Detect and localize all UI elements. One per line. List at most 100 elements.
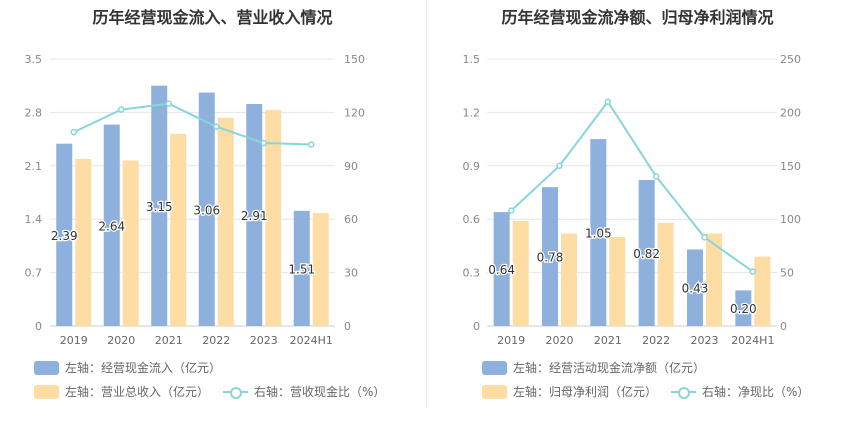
legend-label: 左轴：营业总收入（亿元） — [65, 385, 210, 399]
legend-item-revenue[interactable]: 左轴：营业总收入（亿元） — [34, 383, 209, 400]
legend-label: 左轴：经营现金流入（亿元） — [65, 361, 222, 375]
y-right-tick-label: 60 — [344, 213, 358, 226]
x-tick-label: 2020 — [546, 334, 574, 347]
y-right-tick-label: 30 — [344, 267, 358, 280]
y-right-tick-label: 150 — [780, 160, 801, 173]
bar — [103, 124, 120, 326]
x-tick-label: 2020 — [107, 334, 135, 347]
x-tick-label: 2019 — [60, 334, 88, 347]
x-tick-label: 2019 — [497, 334, 525, 347]
bar — [657, 222, 674, 326]
bar-data-label: 0.64 — [488, 263, 515, 277]
legend-item-net-profit[interactable]: 左轴：归母净利润（亿元） — [482, 383, 657, 400]
bar — [638, 180, 655, 326]
legend-swatch — [482, 384, 507, 399]
chart-panel-cash-inflow: 历年经营现金流入、营业收入情况 0 0.7 1.4 2.1 2.8 3.5 0 30 60 90 1… — [25, 8, 399, 400]
y-right-tick-label: 50 — [780, 267, 794, 280]
y-right-tick-label: 100 — [780, 213, 801, 226]
legend-label: 左轴：经营活动现金流净额（亿元） — [513, 361, 706, 375]
y-right-tick-label: 200 — [780, 106, 801, 119]
bar — [312, 213, 329, 326]
bar — [706, 233, 722, 326]
y-left-tick-label: 0 — [35, 320, 42, 333]
legend-row-1: 左轴：经营现金流入（亿元） — [34, 359, 235, 376]
y-right-tick-label: 0 — [780, 320, 787, 333]
series-line — [73, 102, 312, 146]
legend-row-2: 左轴：营业总收入（亿元） 右轴：营收现金比（%） — [34, 383, 399, 400]
bar — [687, 249, 703, 326]
legend-item-cash-ratio[interactable]: 右轴：营收现金比（%） — [223, 383, 385, 400]
x-tick-label: 2021 — [594, 334, 622, 347]
legend-label: 右轴：营收现金比（%） — [254, 385, 386, 399]
bar-data-label: 0.20 — [730, 302, 757, 316]
y-right-tick-label: 250 — [780, 53, 801, 66]
bar — [590, 139, 607, 326]
legend-swatch — [34, 384, 59, 399]
line-point — [749, 268, 757, 275]
legend-swatch — [482, 360, 507, 375]
x-tick-label: 2022 — [202, 334, 230, 347]
x-tick-label: 2023 — [250, 334, 278, 347]
y-left-tick-label: 2.8 — [25, 106, 43, 119]
legend-item-cash-inflow[interactable]: 左轴：经营现金流入（亿元） — [34, 359, 221, 376]
bar-data-label: 3.06 — [193, 203, 220, 217]
legend-label: 右轴：净现比（%） — [702, 385, 810, 399]
x-tick-label: 2024H1 — [290, 334, 333, 347]
line-point — [70, 128, 77, 136]
chart-panel-net-cash: 历年经营现金流净额、归母净利润情况 0 0.3 0.6 0.9 1.2 1.5 0 50 100… — [425, 0, 850, 437]
line-point — [118, 106, 125, 113]
y-left-tick-label: 3.5 — [25, 53, 43, 66]
bar — [75, 158, 92, 326]
bar-data-label: 1.05 — [585, 227, 612, 241]
bar — [754, 256, 771, 326]
y-left-tick-label: 0.6 — [463, 213, 481, 226]
y-right-tick-label: 120 — [344, 106, 365, 119]
legend-line-marker — [223, 385, 249, 399]
legend-row-1: 左轴：经营活动现金流净额（亿元） — [482, 359, 719, 376]
bar — [198, 92, 215, 327]
chart-title: 历年经营现金流入、营业收入情况 — [92, 8, 333, 27]
y-left-tick-label: 1.5 — [463, 53, 481, 66]
chart-title: 历年经营现金流净额、归母净利润情况 — [501, 8, 774, 27]
bar — [122, 160, 139, 326]
y-left-tick-label: 0.9 — [463, 160, 481, 173]
y-left-tick-label: 0.3 — [463, 267, 481, 280]
bar — [246, 104, 263, 326]
bar — [609, 237, 626, 326]
bar-data-label: 2.39 — [51, 229, 78, 243]
bar-data-label: 1.51 — [288, 262, 315, 276]
chart-plot-net-cash: 0 0.3 0.6 0.9 1.2 1.5 0 50 100 150 200 250 2019 2020 2… — [463, 53, 802, 347]
bar — [512, 220, 529, 326]
bar — [265, 110, 282, 327]
legend-item-net-cash-ratio[interactable]: 右轴：净现比（%） — [671, 383, 809, 400]
bar — [561, 233, 577, 326]
line-point — [260, 139, 267, 147]
y-right-tick-label: 0 — [344, 320, 351, 333]
panel-divider — [426, 0, 427, 407]
legend-row-2: 左轴：归母净利润（亿元） 右轴：净现比（%） — [482, 383, 823, 400]
line-point — [308, 141, 315, 148]
bar — [735, 290, 752, 326]
bar-data-label: 2.91 — [241, 209, 268, 223]
legend-swatch — [34, 360, 59, 375]
legend-item-net-cash[interactable]: 左轴：经营活动现金流净额（亿元） — [482, 359, 705, 376]
line-point — [507, 207, 515, 214]
x-tick-label: 2024H1 — [731, 334, 774, 347]
line-point — [652, 173, 660, 180]
line-point — [701, 234, 708, 241]
series-line — [510, 99, 754, 273]
y-left-tick-label: 0 — [473, 320, 480, 333]
bar — [217, 117, 234, 327]
bar-data-label: 3.15 — [146, 200, 173, 214]
bar-data-label: 0.82 — [633, 247, 660, 261]
legend-line-marker — [671, 385, 697, 399]
y-left-tick-label: 2.1 — [25, 160, 43, 173]
y-left-tick-label: 1.4 — [25, 213, 43, 226]
bar — [56, 143, 73, 326]
bar — [542, 187, 558, 326]
y-right-tick-label: 150 — [344, 53, 365, 66]
y-left-tick-label: 1.2 — [463, 106, 481, 119]
bar-data-label: 0.78 — [537, 251, 564, 265]
y-left-tick-label: 0.7 — [25, 267, 43, 280]
line-point — [213, 123, 220, 130]
